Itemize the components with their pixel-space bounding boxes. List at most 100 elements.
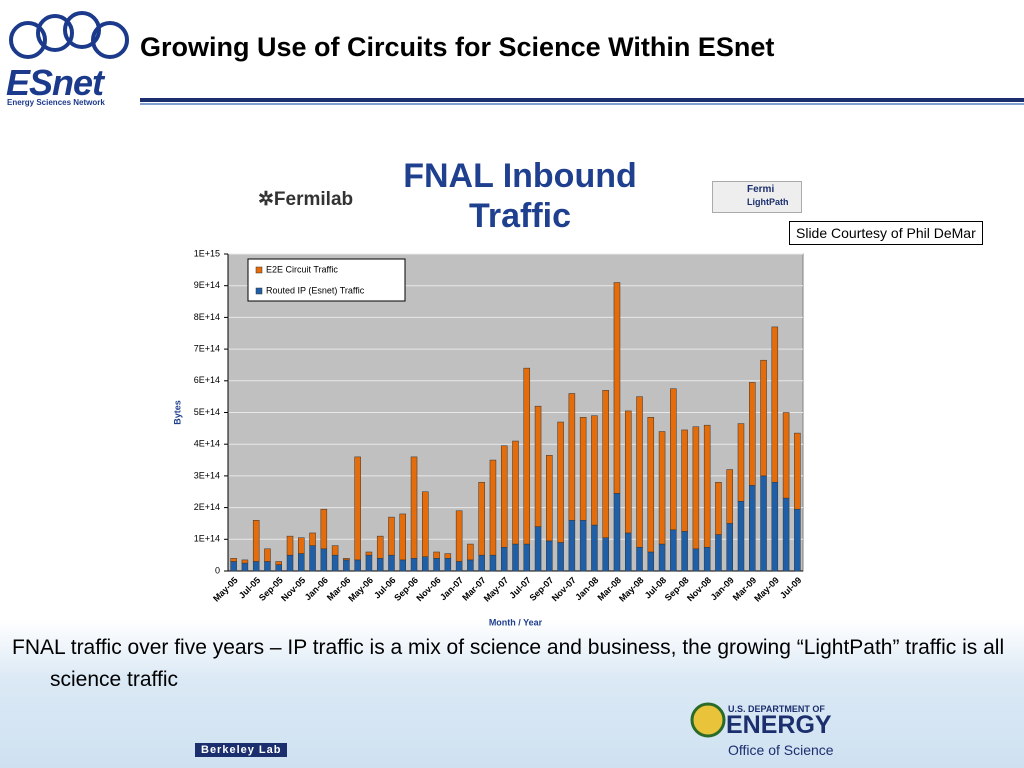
bar-segment — [568, 393, 576, 521]
bar-segment — [749, 485, 756, 572]
bar-segment — [636, 396, 643, 548]
bar-segment — [298, 537, 305, 554]
y-tick-label: 2E+14 — [194, 502, 220, 512]
bar-segment — [512, 543, 519, 572]
y-tick-label: 3E+14 — [194, 470, 220, 480]
bar-segment — [760, 359, 767, 477]
bar-segment — [455, 561, 463, 572]
doe-text: Office of Science — [728, 742, 834, 758]
bar-segment — [286, 535, 294, 556]
bar-segment — [546, 455, 553, 542]
bar-segment — [591, 524, 598, 572]
bar-segment — [410, 456, 418, 559]
bar-segment — [433, 558, 440, 572]
legend-label: Routed IP (Esnet) Traffic — [266, 285, 365, 295]
bar-segment — [467, 543, 474, 561]
bar-segment — [309, 532, 316, 546]
bar-segment — [422, 556, 429, 572]
x-tick-label: May-08 — [617, 575, 646, 604]
bar-segment — [591, 415, 598, 526]
bar-segment — [252, 561, 260, 572]
logo-name: ESnet — [6, 62, 104, 103]
bar-segment — [681, 429, 688, 532]
esnet-logo — [9, 11, 129, 59]
title-rule — [140, 98, 1024, 102]
lightpath-logo: Fermi LightPath — [712, 181, 802, 213]
lightpath-text: LightPath — [747, 197, 789, 207]
bar-segment — [230, 558, 237, 562]
bar-segment — [343, 559, 350, 572]
lightpath-text: Fermi — [747, 184, 775, 195]
x-tick-label: Jan-06 — [303, 575, 330, 602]
bar-segment — [546, 540, 553, 572]
bar-segment — [737, 423, 745, 502]
y-tick-label: 6E+14 — [194, 375, 220, 385]
bar-segment — [760, 475, 767, 572]
x-tick-label: May-09 — [752, 575, 781, 604]
bar-segment — [489, 554, 497, 572]
bar-segment — [579, 520, 587, 572]
bar-segment — [557, 421, 564, 543]
y-tick-label: 4E+14 — [194, 439, 220, 449]
x-tick-label: Jan-07 — [438, 575, 465, 602]
bar-segment — [726, 523, 733, 572]
bar-segment — [298, 553, 305, 572]
bar-segment — [647, 551, 655, 572]
background — [0, 620, 1024, 768]
legend-box — [247, 258, 406, 302]
bar-segment — [230, 561, 237, 572]
bar-segment — [670, 529, 677, 572]
bar-segment — [376, 535, 384, 559]
bar-segment — [444, 553, 452, 559]
y-tick-label: 1E+14 — [194, 534, 220, 544]
bar-segment — [331, 545, 339, 556]
legend-label: E2E Circuit Traffic — [266, 264, 338, 274]
bar-segment — [534, 405, 542, 527]
bar-segment — [512, 440, 519, 545]
doe-text: ENERGY — [726, 711, 832, 739]
bar-segment — [489, 459, 497, 556]
bar-segment — [252, 520, 260, 562]
bar-segment — [647, 417, 655, 553]
bar-segment — [354, 559, 361, 572]
berkeley-logo: Berkeley Lab — [195, 743, 288, 757]
bar-segment — [365, 554, 373, 572]
bar-segment — [670, 388, 677, 531]
bar-segment — [422, 491, 429, 557]
y-tick-label: 8E+14 — [194, 312, 220, 322]
caption: FNAL traffic over five years – IP traffi… — [12, 636, 1005, 691]
bar-segment — [275, 561, 282, 565]
y-tick-label: 5E+14 — [194, 407, 220, 417]
bar-segment — [376, 558, 384, 572]
bar-segment — [500, 546, 508, 572]
bar-segment — [444, 558, 452, 572]
bar-segment — [320, 508, 328, 550]
bar-segment — [286, 554, 294, 572]
bar-segment — [433, 551, 440, 559]
bar-segment — [692, 426, 700, 550]
bar-segment — [264, 548, 271, 562]
y-tick-label: 1E+15 — [194, 248, 220, 258]
x-tick-label: Nov-06 — [414, 575, 442, 603]
y-tick-label: 9E+14 — [194, 280, 220, 290]
bar-segment — [579, 417, 587, 521]
bar-segment — [354, 456, 361, 561]
bar-segment — [365, 551, 373, 556]
bar-segment — [331, 554, 339, 572]
bar-segment — [658, 543, 666, 572]
bar-segment — [613, 282, 621, 494]
bar-segment — [681, 531, 688, 572]
bar-segment — [568, 520, 576, 572]
x-tick-label: Jan-09 — [709, 575, 736, 602]
x-tick-label: Jan-08 — [573, 575, 600, 602]
bar-segment — [613, 493, 621, 572]
logo-tagline: Energy Sciences Network — [7, 98, 105, 107]
bar-segment — [692, 548, 700, 572]
bar-segment — [343, 558, 350, 561]
bar-segment — [782, 412, 790, 499]
courtesy-note: Slide Courtesy of Phil DeMar — [789, 221, 983, 245]
x-tick-label: May-06 — [346, 575, 375, 604]
bar-segment — [602, 390, 609, 538]
legend-swatch — [255, 266, 263, 274]
x-tick-label: Nov-07 — [550, 575, 578, 603]
